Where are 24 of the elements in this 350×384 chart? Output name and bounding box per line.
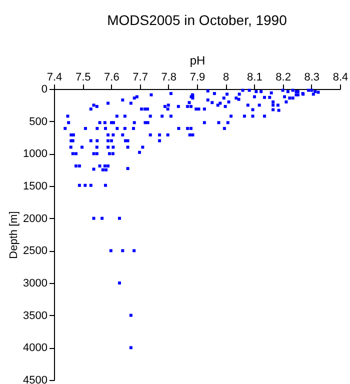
y-tick-label: 2500 <box>23 245 48 258</box>
x-tick-label: 7.5 <box>75 72 91 84</box>
y-tick-label: 4000 <box>23 342 48 354</box>
x-tick-label: 7.6 <box>104 72 120 84</box>
x-axis-title: pH <box>190 54 206 68</box>
y-tick-label: 1500 <box>23 180 48 192</box>
y-tick-label: 3500 <box>23 310 48 322</box>
x-tick-label: 8.3 <box>304 72 320 84</box>
y-tick-label: 500 <box>29 116 48 128</box>
x-tick-label: 7.7 <box>132 72 148 84</box>
y-axis-title: Depth [m] <box>8 211 20 259</box>
x-tick-label: 7.8 <box>161 72 177 84</box>
x-tick-label: 8.2 <box>276 72 291 84</box>
y-tick-label: 4500 <box>23 374 48 384</box>
x-tick-label: 8 <box>223 72 230 84</box>
chart-title: MODS2005 in October, 1990 <box>107 12 288 28</box>
y-tick-label: 0 <box>41 84 48 96</box>
x-tick-label: 8.4 <box>332 72 348 84</box>
x-tick-label: 7.9 <box>190 72 206 84</box>
y-tick-label: 2000 <box>23 212 48 225</box>
x-tick-label: 7.4 <box>46 72 62 84</box>
x-tick-label: 8.1 <box>247 72 262 84</box>
y-tick-label: 3000 <box>23 278 48 290</box>
y-tick-label: 1000 <box>23 148 48 160</box>
